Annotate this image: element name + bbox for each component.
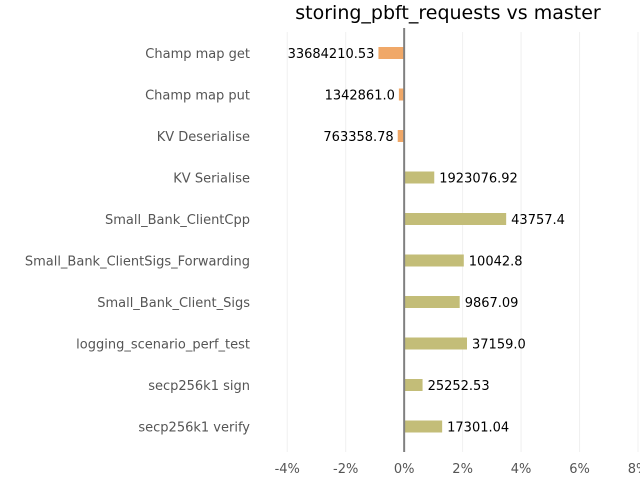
bars [378,47,507,433]
category-label: Champ map get [145,47,250,62]
category-label: Small_Bank_ClientSigs_Forwarding [25,255,250,270]
data-label: 1923076.92 [439,172,518,187]
category-label: secp256k1 sign [148,379,250,394]
bar [404,420,443,433]
data-labels: 33684210.53 1342861.0 763358.78 1923076.92 4… [288,47,565,436]
category-label: Champ map put [145,89,250,104]
x-tick-label: 8% [628,462,640,477]
data-label: 37159.0 [472,338,526,353]
bar [404,254,464,267]
category-label: KV Deserialise [157,130,250,145]
data-label: 763358.78 [323,130,393,145]
x-tick-label: 6% [569,462,590,477]
data-label: 25252.53 [428,379,490,394]
bar [404,296,460,308]
x-tick-label: -2% [333,462,358,477]
bar [404,171,435,184]
x-tick-label: -4% [275,462,300,477]
x-tick-label: 4% [511,462,532,477]
bar [404,379,423,391]
bar [404,213,507,225]
data-label: 43757.4 [511,213,565,228]
category-label: logging_scenario_perf_test [76,338,250,353]
x-tick-label: 2% [452,462,473,477]
x-tick-label: 0% [394,462,415,477]
data-label: 17301.04 [447,421,509,436]
data-label: 10042.8 [469,255,523,270]
category-label: secp256k1 verify [138,421,250,436]
data-label: 9867.09 [465,296,519,311]
category-label: Small_Bank_ClientCpp [105,213,250,228]
chart-title: storing_pbft_requests vs master [295,2,601,24]
bar [397,130,405,142]
bar [404,337,467,350]
category-labels: Champ map get Champ map put KV Deserialise… [25,47,250,436]
data-label: 1342861.0 [325,89,395,104]
category-label: Small_Bank_Client_Sigs [97,296,250,311]
x-axis-ticks: -4% -2% 0% 2% 4% 6% 8% [275,462,640,477]
bar [378,47,405,59]
data-label: 33684210.53 [288,47,375,62]
bar [398,88,405,101]
category-label: KV Serialise [173,172,250,187]
